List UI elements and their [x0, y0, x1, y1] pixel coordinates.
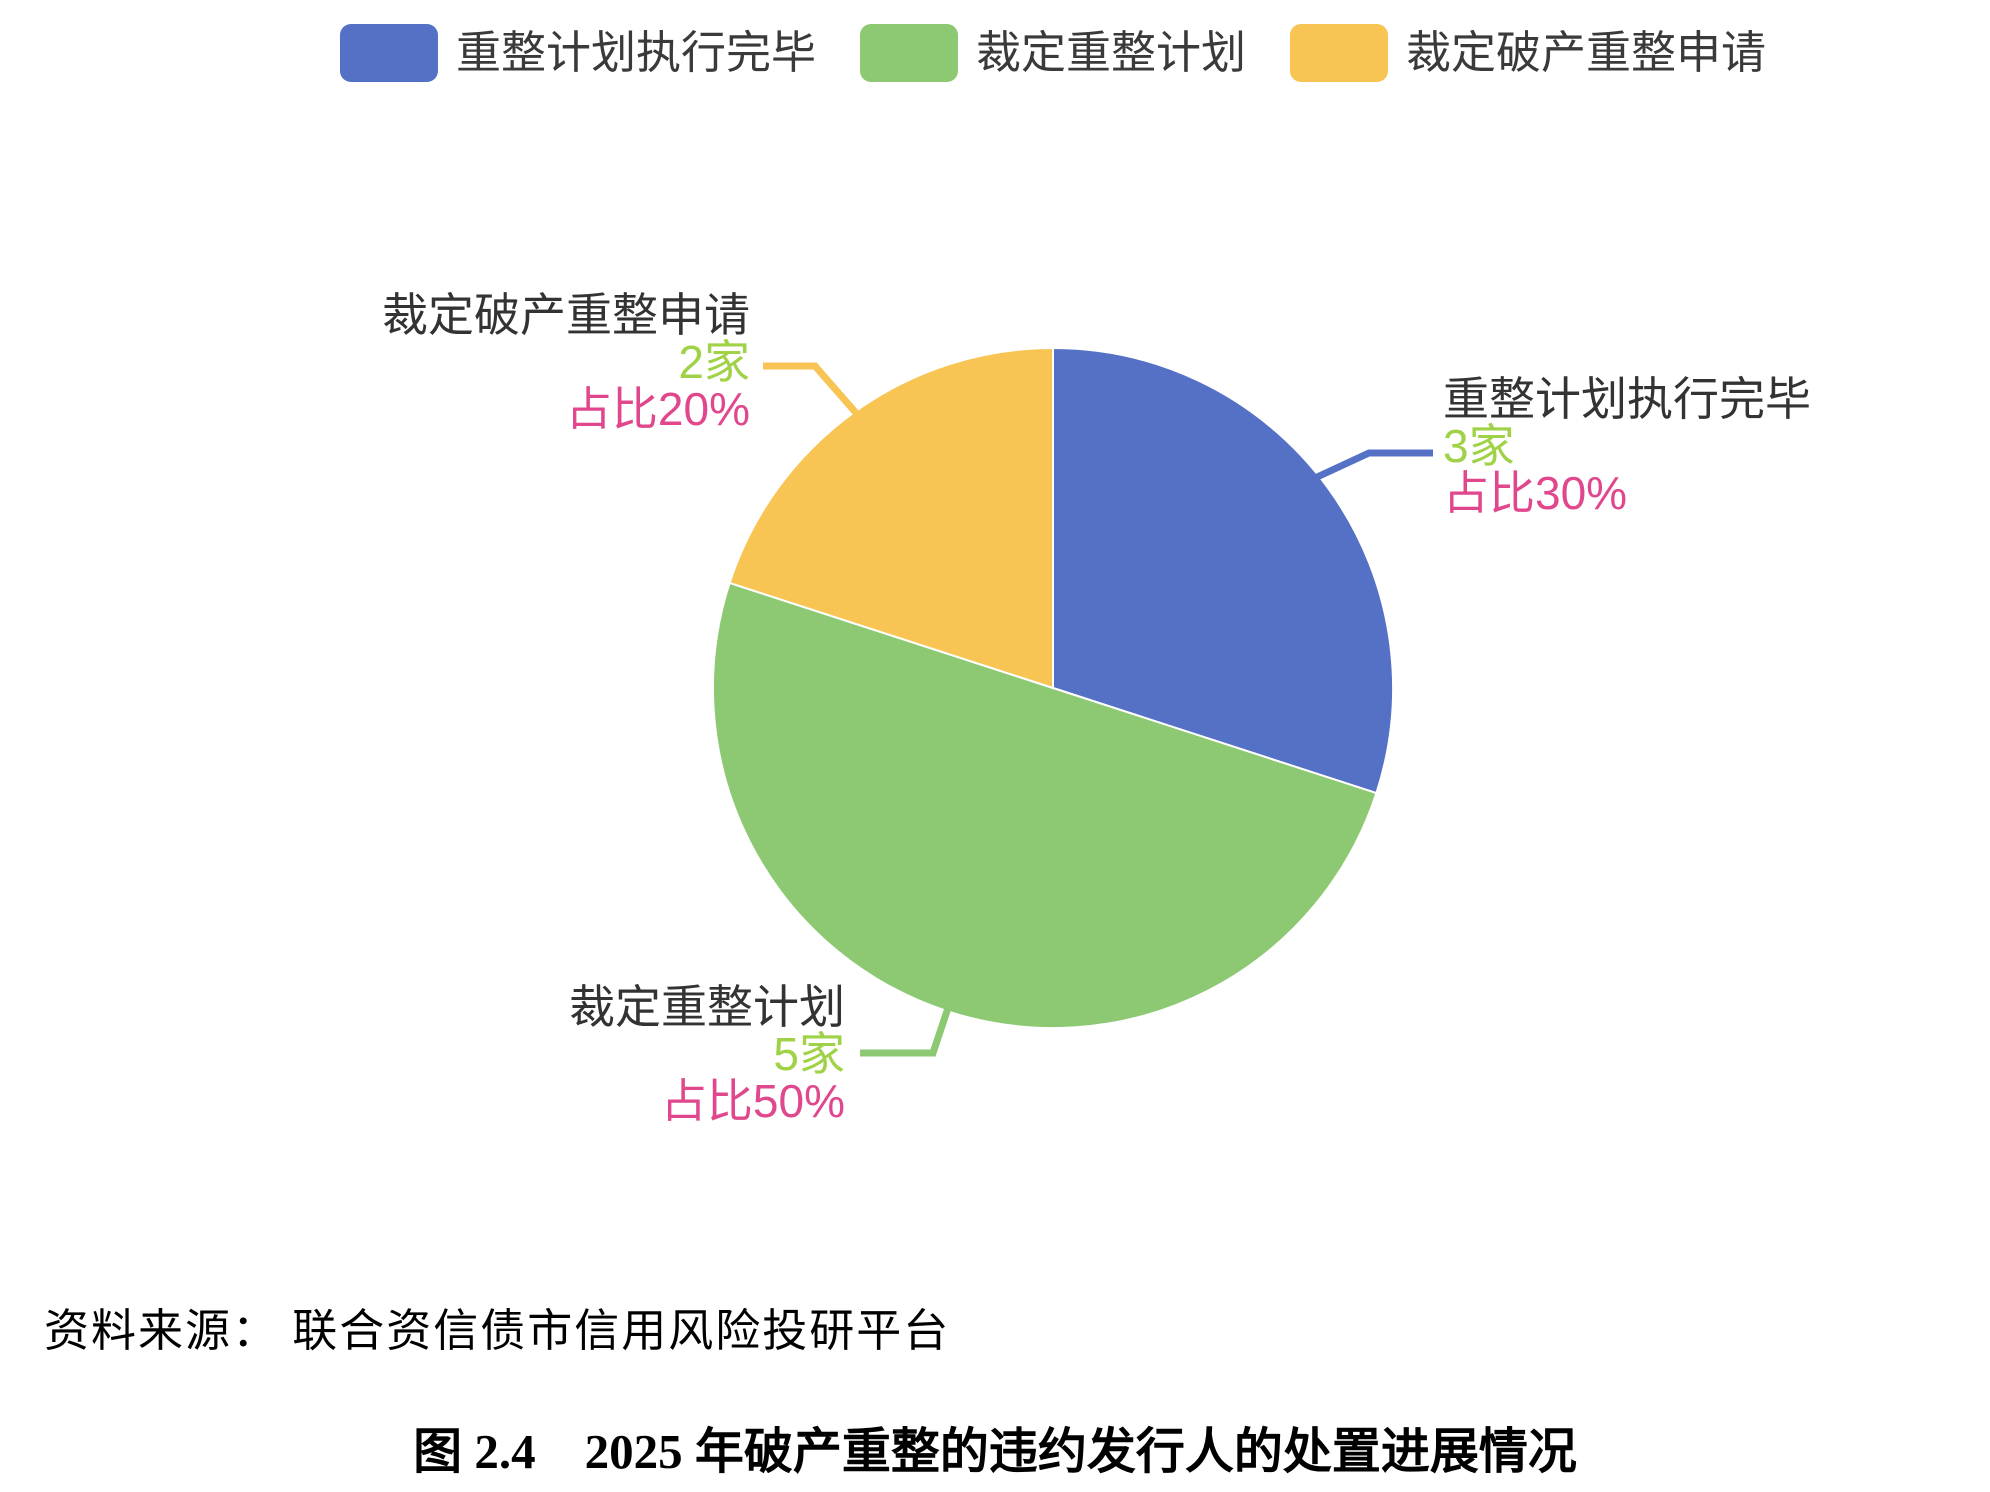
figure-caption: 图 2.4 2025 年破产重整的违约发行人的处置进展情况 [413, 1424, 1577, 1479]
legend-label: 裁定重整计划 [975, 27, 1247, 78]
legend-swatch-yellow [1290, 24, 1389, 82]
legend-item-plan-completed[interactable]: 重整计划执行完毕 [339, 24, 816, 82]
callout-count: 5家 [773, 1028, 845, 1080]
label-line-plan-completed [1313, 449, 1433, 482]
label-line-application-ruled [763, 362, 860, 417]
callout-count: 3家 [1443, 420, 1515, 472]
legend-label: 裁定破产重整申请 [1406, 27, 1767, 78]
callout-plan-ruled: 裁定重整计划 5家 占比50% [569, 984, 845, 1125]
source-note: 资料来源： 联合资信债市信用风险投研平台 [44, 1306, 951, 1356]
callout-name: 裁定重整计划 [569, 981, 845, 1033]
legend-swatch-green [859, 24, 958, 82]
callout-share: 占比30% [1443, 467, 1628, 519]
legend-item-plan-ruled[interactable]: 裁定重整计划 [859, 24, 1247, 82]
callout-plan-completed: 重整计划执行完毕 3家 占比30% [1443, 376, 1811, 517]
label-line-plan-ruled [860, 1006, 952, 1057]
chart-legend: 重整计划执行完毕 裁定重整计划 裁定破产重整申请 [339, 24, 1766, 82]
callout-share: 占比50% [660, 1075, 845, 1127]
pie-slice-plan-completed[interactable] [1052, 346, 1395, 795]
legend-item-application-ruled[interactable]: 裁定破产重整申请 [1290, 24, 1766, 82]
legend-swatch-blue [339, 24, 438, 82]
callout-application-ruled: 裁定破产重整申请 2家 占比20% [382, 292, 750, 433]
callout-share: 占比20% [565, 383, 750, 435]
callout-name: 重整计划执行完毕 [1443, 373, 1811, 425]
legend-label: 重整计划执行完毕 [455, 27, 816, 78]
callout-count: 2家 [678, 336, 750, 388]
callout-name: 裁定破产重整申请 [382, 289, 750, 341]
